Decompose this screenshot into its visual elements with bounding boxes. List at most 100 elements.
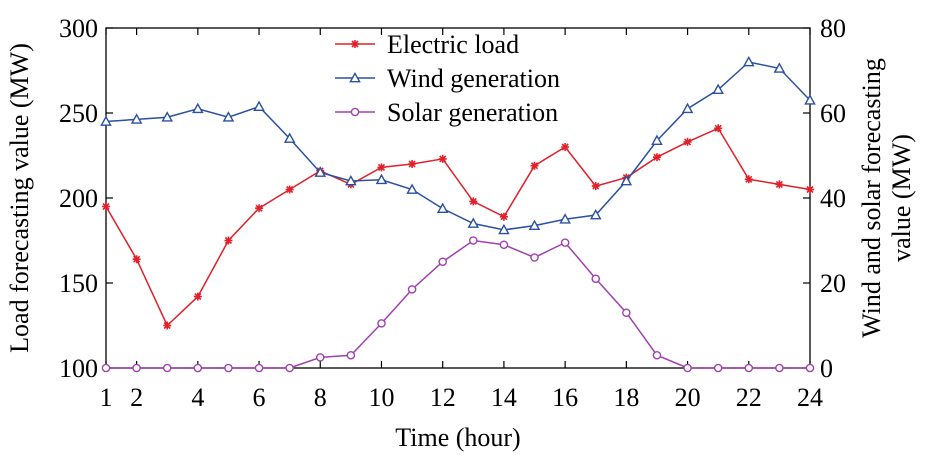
data-point-solar-generation	[377, 319, 386, 328]
data-point-electric-load	[683, 137, 692, 146]
data-point-wind-generation	[283, 132, 296, 143]
legend-label-electric-load: Electric load	[387, 30, 519, 59]
legend-item-solar-generation: Solar generation	[335, 98, 558, 127]
x-tick-label: 12	[430, 383, 456, 412]
data-point-wind-generation	[498, 223, 510, 235]
legend-marker-electric-load	[351, 40, 359, 48]
data-point-wind-generation	[436, 202, 449, 214]
data-point-electric-load	[652, 153, 661, 162]
data-point-wind-generation	[804, 94, 816, 105]
data-point-solar-generation	[805, 363, 815, 373]
data-point-wind-generation	[559, 213, 571, 224]
x-axis-title: Time (hour)	[395, 423, 520, 452]
data-point-solar-generation	[591, 274, 601, 284]
data-point-electric-load	[775, 180, 784, 189]
data-point-wind-generation	[651, 134, 663, 146]
data-point-electric-load	[193, 292, 202, 301]
x-tick-label: 24	[797, 383, 823, 412]
y-right-tick-label: 0	[820, 354, 833, 383]
data-point-wind-generation	[192, 102, 204, 114]
data-point-solar-generation	[224, 363, 233, 373]
x-tick-label: 16	[552, 383, 578, 412]
y-right-tick-label: 80	[820, 14, 846, 43]
data-point-electric-load	[255, 204, 264, 213]
data-point-solar-generation	[193, 363, 203, 373]
x-tick-label: 18	[613, 383, 639, 412]
legend: Electric load Wind generation Solar genera…	[335, 30, 560, 127]
data-point-solar-generation	[407, 285, 417, 294]
legend-item-wind-generation: Wind generation	[335, 64, 560, 93]
data-point-solar-generation	[162, 363, 172, 373]
x-tick-label: 2	[130, 383, 143, 412]
data-point-electric-load	[744, 175, 753, 184]
data-point-solar-generation	[101, 363, 111, 373]
series-solar-generation	[101, 236, 815, 373]
data-point-solar-generation	[652, 350, 662, 360]
data-point-solar-generation	[744, 363, 754, 373]
data-point-electric-load	[408, 160, 417, 168]
data-point-wind-generation	[773, 62, 786, 73]
data-point-electric-load	[530, 161, 539, 170]
data-point-wind-generation	[345, 174, 357, 186]
data-point-wind-generation	[681, 102, 694, 114]
data-point-solar-generation	[254, 363, 264, 373]
legend-item-electric-load: Electric load	[335, 30, 519, 59]
data-point-wind-generation	[528, 219, 541, 231]
y-left-tick-label: 100	[59, 354, 98, 383]
series-line-electric-load	[105, 127, 811, 327]
data-point-electric-load	[377, 163, 386, 172]
series-line-wind-generation	[105, 61, 811, 231]
y-axis-title-right: Wind and solar forecastingvalue (MW)	[857, 58, 916, 338]
data-point-electric-load	[499, 212, 508, 221]
data-point-electric-load	[469, 197, 478, 206]
data-point-solar-generation	[499, 240, 509, 250]
data-point-wind-generation	[161, 111, 174, 122]
x-tick-label: 8	[314, 383, 327, 412]
data-point-electric-load	[438, 154, 447, 163]
data-point-wind-generation	[130, 113, 143, 124]
data-point-solar-generation	[683, 363, 692, 373]
series-wind-generation	[100, 55, 816, 235]
data-point-electric-load	[561, 143, 570, 151]
data-point-electric-load	[224, 236, 233, 245]
series-line-solar-generation	[106, 239, 810, 369]
data-point-solar-generation	[346, 350, 356, 360]
data-point-wind-generation	[253, 100, 265, 112]
data-point-wind-generation	[406, 183, 418, 194]
data-point-wind-generation	[314, 166, 327, 177]
data-point-electric-load	[714, 124, 723, 133]
data-point-wind-generation	[222, 111, 235, 122]
y-left-tick-label: 300	[59, 14, 98, 43]
data-point-solar-generation	[713, 363, 723, 373]
data-point-solar-generation	[285, 363, 294, 373]
data-point-electric-load	[102, 202, 110, 211]
x-tick-label: 4	[191, 383, 204, 412]
y-right-tick-label: 20	[820, 269, 846, 298]
data-point-wind-generation	[742, 55, 755, 67]
x-tick-label: 1	[100, 383, 113, 412]
y-left-tick-label: 200	[59, 184, 98, 213]
data-point-wind-generation	[467, 217, 480, 228]
y-right-tick-label: 40	[820, 184, 846, 213]
series-layer	[100, 55, 816, 373]
y-left-tick-label: 250	[59, 99, 98, 128]
y-left-tick-label: 150	[59, 269, 98, 298]
data-point-solar-generation	[775, 363, 784, 373]
x-tick-label: 20	[675, 383, 701, 412]
legend-label-wind-generation: Wind generation	[387, 64, 560, 93]
data-point-wind-generation	[712, 83, 724, 95]
data-point-solar-generation	[469, 236, 478, 245]
data-point-electric-load	[132, 255, 141, 264]
y-right-tick-label: 60	[820, 99, 846, 128]
y-axis-title-left: Load forecasting value (MW)	[5, 43, 34, 353]
data-point-electric-load	[591, 182, 600, 191]
data-point-electric-load	[285, 185, 294, 194]
data-point-wind-generation	[620, 174, 633, 186]
x-tick-label: 6	[253, 383, 266, 412]
data-point-solar-generation	[438, 257, 447, 267]
x-tick-label: 14	[491, 383, 517, 412]
legend-label-solar-generation: Solar generation	[387, 98, 558, 127]
data-point-solar-generation	[315, 353, 325, 362]
axis-ticks: 1 2 4 6 8 10 12 14 16 18 20 22 241001502002503000204…	[59, 14, 846, 412]
